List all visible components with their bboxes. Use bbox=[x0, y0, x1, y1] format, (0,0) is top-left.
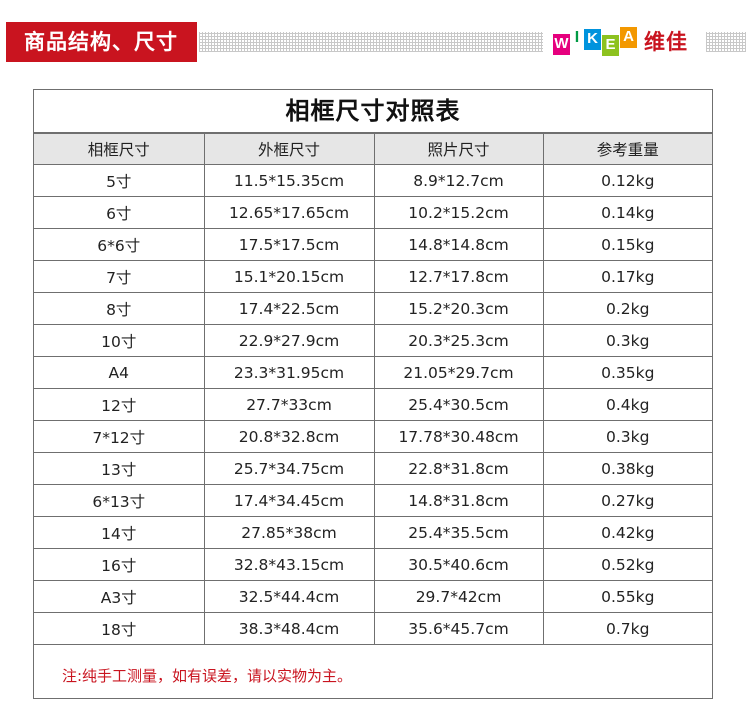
table-row: 12寸 27.7*33cm 25.4*30.5cm 0.4kg bbox=[34, 388, 712, 421]
table-row: 6寸 12.65*17.65cm 10.2*15.2cm 0.14kg bbox=[34, 196, 712, 229]
table-cell: 0.35kg bbox=[542, 356, 712, 389]
table-cell: 14.8*14.8cm bbox=[373, 228, 544, 261]
table-cell: A4 bbox=[34, 356, 205, 389]
size-table-container: 相框尺寸对照表 相框尺寸 外框尺寸 照片尺寸 参考重量 5寸 11.5*15.35… bbox=[33, 89, 713, 699]
table-cell: 25.4*35.5cm bbox=[373, 516, 544, 549]
logo-letter: E bbox=[602, 34, 619, 56]
table-cell: A3寸 bbox=[34, 580, 205, 613]
table-cell: 15.2*20.3cm bbox=[373, 292, 544, 325]
table-cell: 27.7*33cm bbox=[203, 388, 375, 421]
table-cell: 17.78*30.48cm bbox=[373, 420, 544, 453]
table-cell: 17.4*34.45cm bbox=[203, 484, 375, 517]
table-cell: 0.27kg bbox=[542, 484, 712, 517]
table-row: 10寸 22.9*27.9cm 20.3*25.3cm 0.3kg bbox=[34, 324, 712, 357]
table-row: 7寸 15.1*20.15cm 12.7*17.8cm 0.17kg bbox=[34, 260, 712, 293]
table-row: 5寸 11.5*15.35cm 8.9*12.7cm 0.12kg bbox=[34, 164, 712, 197]
table-row: A3寸 32.5*44.4cm 29.7*42cm 0.55kg bbox=[34, 580, 712, 613]
column-header: 外框尺寸 bbox=[203, 133, 375, 165]
logo-letter: A bbox=[620, 26, 637, 48]
brand-name: 维佳 bbox=[644, 30, 688, 54]
table-row: 6*13寸 17.4*34.45cm 14.8*31.8cm 0.27kg bbox=[34, 484, 712, 517]
table-cell: 30.5*40.6cm bbox=[373, 548, 544, 581]
table-cell: 14.8*31.8cm bbox=[373, 484, 544, 517]
logo-letter: I bbox=[571, 27, 583, 49]
table-cell: 25.7*34.75cm bbox=[203, 452, 375, 485]
table-cell: 6*6寸 bbox=[34, 228, 205, 261]
table-cell: 0.42kg bbox=[542, 516, 712, 549]
table-cell: 20.3*25.3cm bbox=[373, 324, 544, 357]
table-cell: 0.15kg bbox=[542, 228, 712, 261]
table-cell: 17.4*22.5cm bbox=[203, 292, 375, 325]
table-cell: 0.52kg bbox=[542, 548, 712, 581]
table-cell: 29.7*42cm bbox=[373, 580, 544, 613]
table-cell: 0.38kg bbox=[542, 452, 712, 485]
table-cell: 0.12kg bbox=[542, 164, 712, 197]
table-title: 相框尺寸对照表 bbox=[34, 90, 712, 133]
table-cell: 8.9*12.7cm bbox=[373, 164, 544, 197]
table-cell: 0.4kg bbox=[542, 388, 712, 421]
table-cell: 6寸 bbox=[34, 196, 205, 229]
table-row: 7*12寸 20.8*32.8cm 17.78*30.48cm 0.3kg bbox=[34, 420, 712, 453]
table-cell: 15.1*20.15cm bbox=[203, 260, 375, 293]
table-cell: 10.2*15.2cm bbox=[373, 196, 544, 229]
logo-letter: W bbox=[553, 33, 570, 55]
table-header-row: 相框尺寸 外框尺寸 照片尺寸 参考重量 bbox=[34, 133, 712, 165]
table-row: 16寸 32.8*43.15cm 30.5*40.6cm 0.52kg bbox=[34, 548, 712, 581]
column-header: 参考重量 bbox=[542, 133, 712, 165]
table-cell: 12寸 bbox=[34, 388, 205, 421]
table-cell: 7寸 bbox=[34, 260, 205, 293]
table-cell: 6*13寸 bbox=[34, 484, 205, 517]
table-cell: 0.55kg bbox=[542, 580, 712, 613]
table-cell: 22.9*27.9cm bbox=[203, 324, 375, 357]
table-cell: 18寸 bbox=[34, 612, 205, 645]
table-cell: 0.3kg bbox=[542, 324, 712, 357]
table-cell: 0.17kg bbox=[542, 260, 712, 293]
table-cell: 21.05*29.7cm bbox=[373, 356, 544, 389]
decorative-stripes-left bbox=[199, 32, 543, 52]
size-table: 相框尺寸 外框尺寸 照片尺寸 参考重量 5寸 11.5*15.35cm 8.9*12… bbox=[34, 133, 712, 645]
table-cell: 20.8*32.8cm bbox=[203, 420, 375, 453]
table-cell: 0.7kg bbox=[542, 612, 712, 645]
table-row: 6*6寸 17.5*17.5cm 14.8*14.8cm 0.15kg bbox=[34, 228, 712, 261]
logo-letter: K bbox=[584, 28, 601, 50]
table-cell: 27.85*38cm bbox=[203, 516, 375, 549]
table-cell: 0.14kg bbox=[542, 196, 712, 229]
table-cell: 38.3*48.4cm bbox=[203, 612, 375, 645]
column-header: 照片尺寸 bbox=[373, 133, 544, 165]
table-cell: 22.8*31.8cm bbox=[373, 452, 544, 485]
table-row: 14寸 27.85*38cm 25.4*35.5cm 0.42kg bbox=[34, 516, 712, 549]
column-header: 相框尺寸 bbox=[34, 133, 205, 165]
wikea-logo: W I K E A 维佳 bbox=[553, 23, 688, 59]
table-cell: 17.5*17.5cm bbox=[203, 228, 375, 261]
table-cell: 7*12寸 bbox=[34, 420, 205, 453]
table-row: 8寸 17.4*22.5cm 15.2*20.3cm 0.2kg bbox=[34, 292, 712, 325]
table-cell: 5寸 bbox=[34, 164, 205, 197]
table-cell: 32.8*43.15cm bbox=[203, 548, 375, 581]
table-row: 13寸 25.7*34.75cm 22.8*31.8cm 0.38kg bbox=[34, 452, 712, 485]
table-cell: 23.3*31.95cm bbox=[203, 356, 375, 389]
table-cell: 10寸 bbox=[34, 324, 205, 357]
table-row: 18寸 38.3*48.4cm 35.6*45.7cm 0.7kg bbox=[34, 612, 712, 645]
table-cell: 12.7*17.8cm bbox=[373, 260, 544, 293]
table-cell: 14寸 bbox=[34, 516, 205, 549]
table-row: A4 23.3*31.95cm 21.05*29.7cm 0.35kg bbox=[34, 356, 712, 389]
table-cell: 35.6*45.7cm bbox=[373, 612, 544, 645]
page-header: 商品结构、尺寸 W I K E A 维佳 bbox=[0, 0, 750, 88]
table-cell: 32.5*44.4cm bbox=[203, 580, 375, 613]
decorative-stripes-right bbox=[706, 32, 746, 52]
table-cell: 12.65*17.65cm bbox=[203, 196, 375, 229]
table-cell: 25.4*30.5cm bbox=[373, 388, 544, 421]
table-cell: 13寸 bbox=[34, 452, 205, 485]
table-cell: 16寸 bbox=[34, 548, 205, 581]
section-title: 商品结构、尺寸 bbox=[6, 22, 197, 62]
table-cell: 8寸 bbox=[34, 292, 205, 325]
measurement-note: 注:纯手工测量，如有误差，请以实物为主。 bbox=[62, 667, 353, 685]
table-cell: 0.3kg bbox=[542, 420, 712, 453]
table-cell: 11.5*15.35cm bbox=[203, 164, 375, 197]
table-cell: 0.2kg bbox=[542, 292, 712, 325]
